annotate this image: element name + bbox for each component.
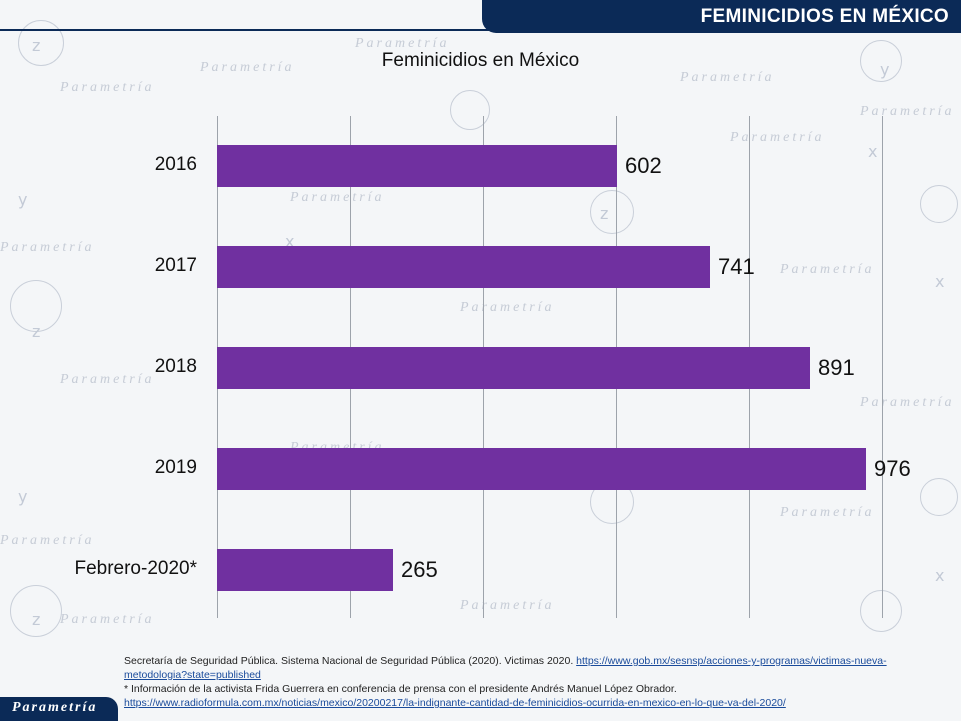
- watermark-z-glyph: z: [32, 610, 41, 629]
- watermark-text: Parametría: [860, 395, 955, 410]
- data-label: 891: [818, 355, 855, 380]
- watermark-x-glyph: x: [935, 272, 945, 291]
- bar: [217, 145, 617, 187]
- watermark-circle: [18, 20, 64, 66]
- category-label: 2016: [154, 154, 197, 175]
- watermark-text: Parametría: [355, 36, 450, 51]
- watermark-circle: [920, 185, 958, 223]
- source-link[interactable]: https://www.gob.mx/sesnsp/acciones-y-pro…: [124, 655, 887, 681]
- header-banner: FEMINICIDIOS EN MÉXICO: [482, 0, 961, 33]
- source-footnote: Secretaría de Seguridad Pública. Sistema…: [124, 654, 924, 682]
- category-label: 2017: [154, 255, 197, 276]
- watermark-circle: [10, 585, 62, 637]
- parametria-logo: Parametría: [0, 697, 118, 721]
- watermark-text: Parametría: [60, 80, 155, 95]
- watermark-text: Parametría: [780, 262, 875, 277]
- watermark-x-glyph: x: [285, 232, 295, 251]
- header-title: FEMINICIDIOS EN MÉXICO: [700, 6, 949, 27]
- source-text: Secretaría de Seguridad Pública. Sistema…: [124, 655, 574, 667]
- watermark-text: Parametría: [460, 300, 555, 315]
- watermark-text: Parametría: [200, 60, 295, 75]
- watermark-y-glyph: y: [18, 190, 28, 209]
- watermark-text: Parametría: [60, 372, 155, 387]
- watermark-x-glyph: x: [935, 566, 945, 585]
- data-label: 265: [401, 557, 438, 582]
- watermark-circle: [10, 280, 62, 332]
- bar: [217, 549, 393, 591]
- data-label: 976: [874, 456, 911, 481]
- header-line: [0, 29, 961, 31]
- watermark-x-glyph: x: [868, 142, 878, 161]
- watermark-text: Parametría: [680, 70, 775, 85]
- watermark-z-glyph: z: [32, 36, 41, 55]
- gridline: [882, 116, 883, 618]
- watermark-circle: [920, 478, 958, 516]
- watermark-text: Parametría: [860, 104, 955, 119]
- note-link[interactable]: https://www.radioformula.com.mx/noticias…: [124, 697, 786, 709]
- watermark-text: Parametría: [0, 533, 95, 548]
- bar: [217, 347, 810, 389]
- watermark-circle: [860, 590, 902, 632]
- watermark-text: Parametría: [780, 505, 875, 520]
- category-label: Febrero-2020*: [74, 558, 197, 579]
- watermark-circle: [450, 90, 490, 130]
- watermark-circle: [860, 40, 902, 82]
- watermark-circle: [590, 190, 634, 234]
- chart-title: Feminicidios en México: [381, 50, 580, 71]
- logo-text: Parametría: [12, 700, 98, 715]
- category-label: 2019: [154, 457, 197, 478]
- bar: [217, 246, 710, 288]
- watermark-y-glyph: y: [880, 60, 890, 79]
- data-label: 602: [625, 153, 662, 178]
- watermark-text: Parametría: [60, 612, 155, 627]
- footnotes: Secretaría de Seguridad Pública. Sistema…: [124, 654, 924, 710]
- bar: [217, 448, 866, 490]
- watermark-text: Parametría: [0, 240, 95, 255]
- watermark-z-glyph: z: [600, 204, 609, 223]
- watermark-y-glyph: y: [18, 487, 28, 506]
- watermark-text: Parametría: [460, 598, 555, 613]
- category-label: 2018: [154, 356, 197, 377]
- watermark-text: Parametría: [730, 130, 825, 145]
- watermark-z-glyph: z: [32, 322, 41, 341]
- data-label: 741: [718, 254, 755, 279]
- watermark-text: Parametría: [290, 190, 385, 205]
- note-text: * Información de la activista Frida Guer…: [124, 683, 677, 695]
- note-footnote: * Información de la activista Frida Guer…: [124, 682, 924, 710]
